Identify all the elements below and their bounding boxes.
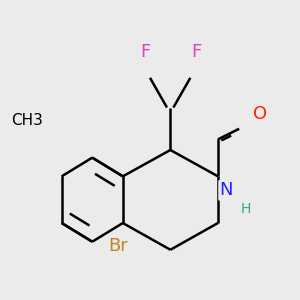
Text: H: H xyxy=(240,202,251,216)
Text: Br: Br xyxy=(108,236,128,254)
Text: F: F xyxy=(192,43,202,61)
Text: N: N xyxy=(220,181,233,199)
Text: CH3: CH3 xyxy=(11,113,43,128)
Text: F: F xyxy=(141,43,151,61)
Text: O: O xyxy=(253,105,268,123)
